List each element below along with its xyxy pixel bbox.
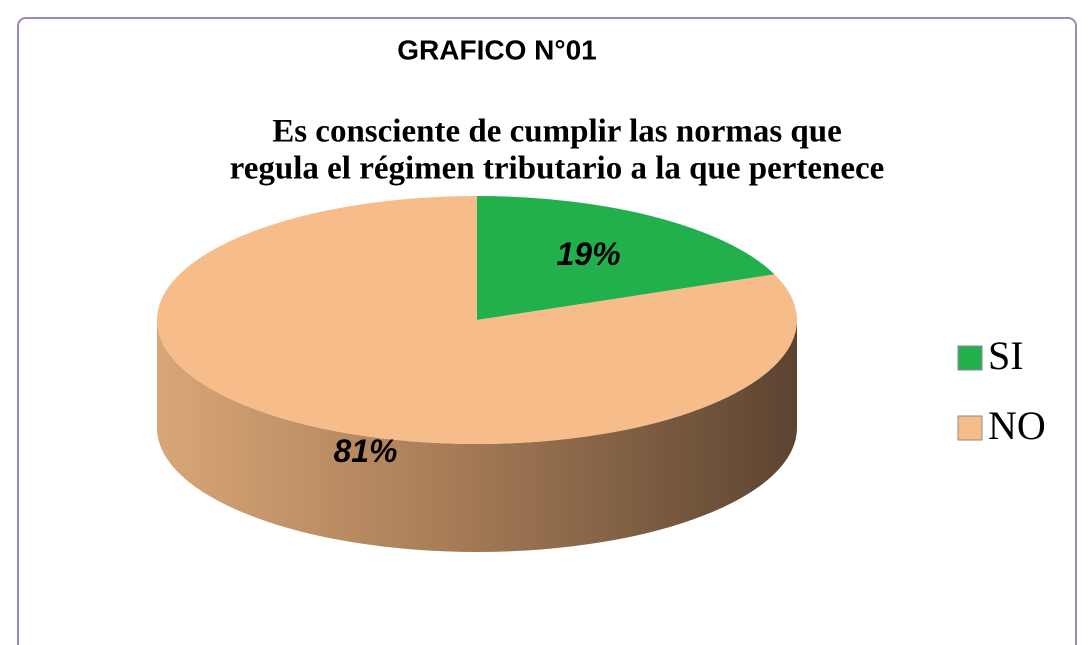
legend-swatch <box>957 415 983 441</box>
chart-subtitle: Es consciente de cumplir las normas que <box>272 114 842 150</box>
legend-label: NO <box>988 403 1046 448</box>
chart-subtitle: regula el régimen tributario a la que pe… <box>230 151 885 187</box>
chart-title: GRAFICO N°01 <box>397 34 596 65</box>
legend-label: SI <box>988 333 1024 378</box>
legend-swatch <box>957 345 983 371</box>
pie-slice <box>477 196 775 320</box>
data-label: 19% <box>556 236 620 272</box>
pie-slice <box>156 196 797 444</box>
pie-side <box>157 320 797 552</box>
data-label: 81% <box>333 433 397 469</box>
